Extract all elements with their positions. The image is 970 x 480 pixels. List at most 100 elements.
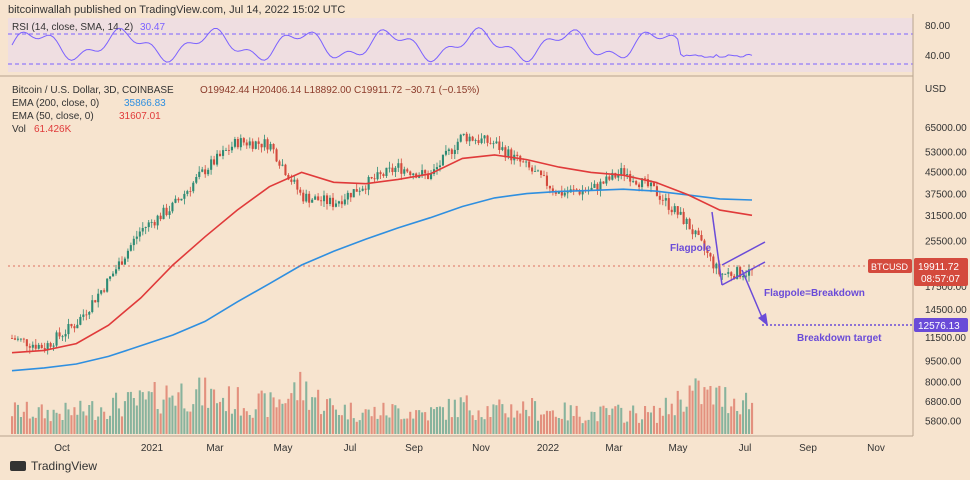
volume-bar	[522, 401, 525, 434]
time-axis-ticks: Oct 2021 Mar May Jul Sep Nov 2022 Mar May Jul Sep No…	[54, 443, 885, 454]
price-tick-label: 6800.00	[925, 397, 962, 408]
volume-bar	[263, 393, 266, 434]
candle-body	[373, 178, 376, 180]
candle-body	[736, 267, 739, 279]
volume-bar	[329, 398, 332, 434]
candle-body	[444, 150, 447, 155]
candle-body	[358, 190, 361, 192]
volume-bar	[355, 421, 358, 434]
candle-body	[644, 178, 647, 180]
candle-body	[605, 176, 608, 184]
candle-body	[106, 278, 109, 292]
candle-body	[162, 207, 165, 220]
volume-bar	[43, 418, 46, 434]
volume-bar	[688, 385, 691, 434]
candle-body	[652, 182, 655, 187]
candle-body	[251, 141, 254, 149]
candle-body	[171, 202, 174, 212]
legend-ema50-label: EMA (50, close, 0)	[12, 111, 94, 122]
candle-body	[528, 161, 531, 168]
tradingview-logo[interactable]: TradingView	[10, 459, 97, 473]
candle-body	[632, 181, 635, 182]
candle-body	[623, 168, 626, 175]
candle-body	[326, 195, 329, 204]
volume-bar	[444, 419, 447, 434]
volume-bar	[204, 377, 207, 434]
volume-bar	[620, 407, 623, 434]
volume-bar	[510, 404, 513, 434]
volume-bar	[28, 418, 31, 434]
breakdown-arrow-line	[741, 269, 765, 323]
volume-bar	[257, 393, 260, 434]
volume-bar	[141, 392, 144, 434]
candle-body	[712, 256, 715, 269]
volume-bar	[290, 393, 293, 434]
flagpole-label: Flagpole	[670, 243, 712, 254]
volume-bar	[85, 415, 88, 434]
candle-body	[545, 175, 548, 186]
volume-bar	[581, 423, 584, 434]
candle-body	[97, 293, 100, 303]
candle-body	[257, 141, 260, 144]
candle-body	[55, 332, 58, 346]
volume-bar	[147, 391, 150, 434]
volume-bar	[406, 418, 409, 434]
volume-bar	[739, 414, 742, 434]
candle-body	[667, 198, 670, 210]
target-badge-value: 12576.13	[918, 321, 960, 332]
volume-bar	[418, 410, 421, 434]
candle-body	[248, 141, 251, 146]
candle-body	[679, 211, 682, 215]
candle-body	[103, 290, 106, 292]
volume-bar	[376, 418, 379, 434]
volume-bar	[11, 416, 14, 434]
candle-body	[694, 230, 697, 235]
candle-body	[724, 273, 727, 275]
candle-body	[305, 193, 308, 202]
volume-bar	[31, 416, 34, 434]
candle-body	[287, 175, 290, 180]
volume-bar	[542, 414, 545, 434]
candle-body	[382, 174, 385, 176]
candle-body	[542, 175, 545, 176]
candle-body	[385, 167, 388, 176]
volume-bar	[168, 397, 171, 434]
volume-bar	[569, 405, 572, 434]
volume-bar	[358, 420, 361, 434]
candle-body	[450, 149, 453, 154]
candle-body	[516, 154, 519, 156]
candle-body	[462, 133, 465, 135]
candle-body	[349, 192, 352, 198]
candle-body	[596, 183, 599, 191]
volume-bar	[495, 405, 498, 434]
candle-body	[49, 343, 52, 347]
volume-bar	[91, 401, 94, 434]
volume-bar	[560, 418, 563, 434]
candle-body	[144, 227, 147, 228]
volume-bar	[646, 412, 649, 434]
volume-bar	[459, 397, 462, 434]
volume-bar	[192, 404, 195, 434]
candle-body	[531, 167, 534, 172]
volume-bar	[346, 419, 349, 434]
candle-body	[263, 139, 266, 148]
candle-body	[73, 326, 76, 329]
candle-body	[661, 199, 664, 201]
volume-bar	[186, 411, 189, 434]
time-tick-label: Mar	[206, 443, 224, 454]
candle-body	[507, 149, 510, 158]
volume-bar	[349, 402, 352, 434]
volume-bar	[587, 419, 590, 434]
candle-body	[435, 167, 438, 170]
candle-body	[495, 141, 498, 144]
volume-bar	[709, 386, 712, 434]
volume-bar	[165, 385, 168, 434]
volume-bar	[480, 417, 483, 434]
legend: Bitcoin / U.S. Dollar, 3D, COINBASE O199…	[12, 85, 480, 135]
candle-body	[361, 188, 364, 191]
volume-bar	[655, 422, 658, 434]
volume-bar	[153, 382, 156, 434]
volume-bar	[299, 371, 302, 434]
candle-body	[456, 141, 459, 150]
